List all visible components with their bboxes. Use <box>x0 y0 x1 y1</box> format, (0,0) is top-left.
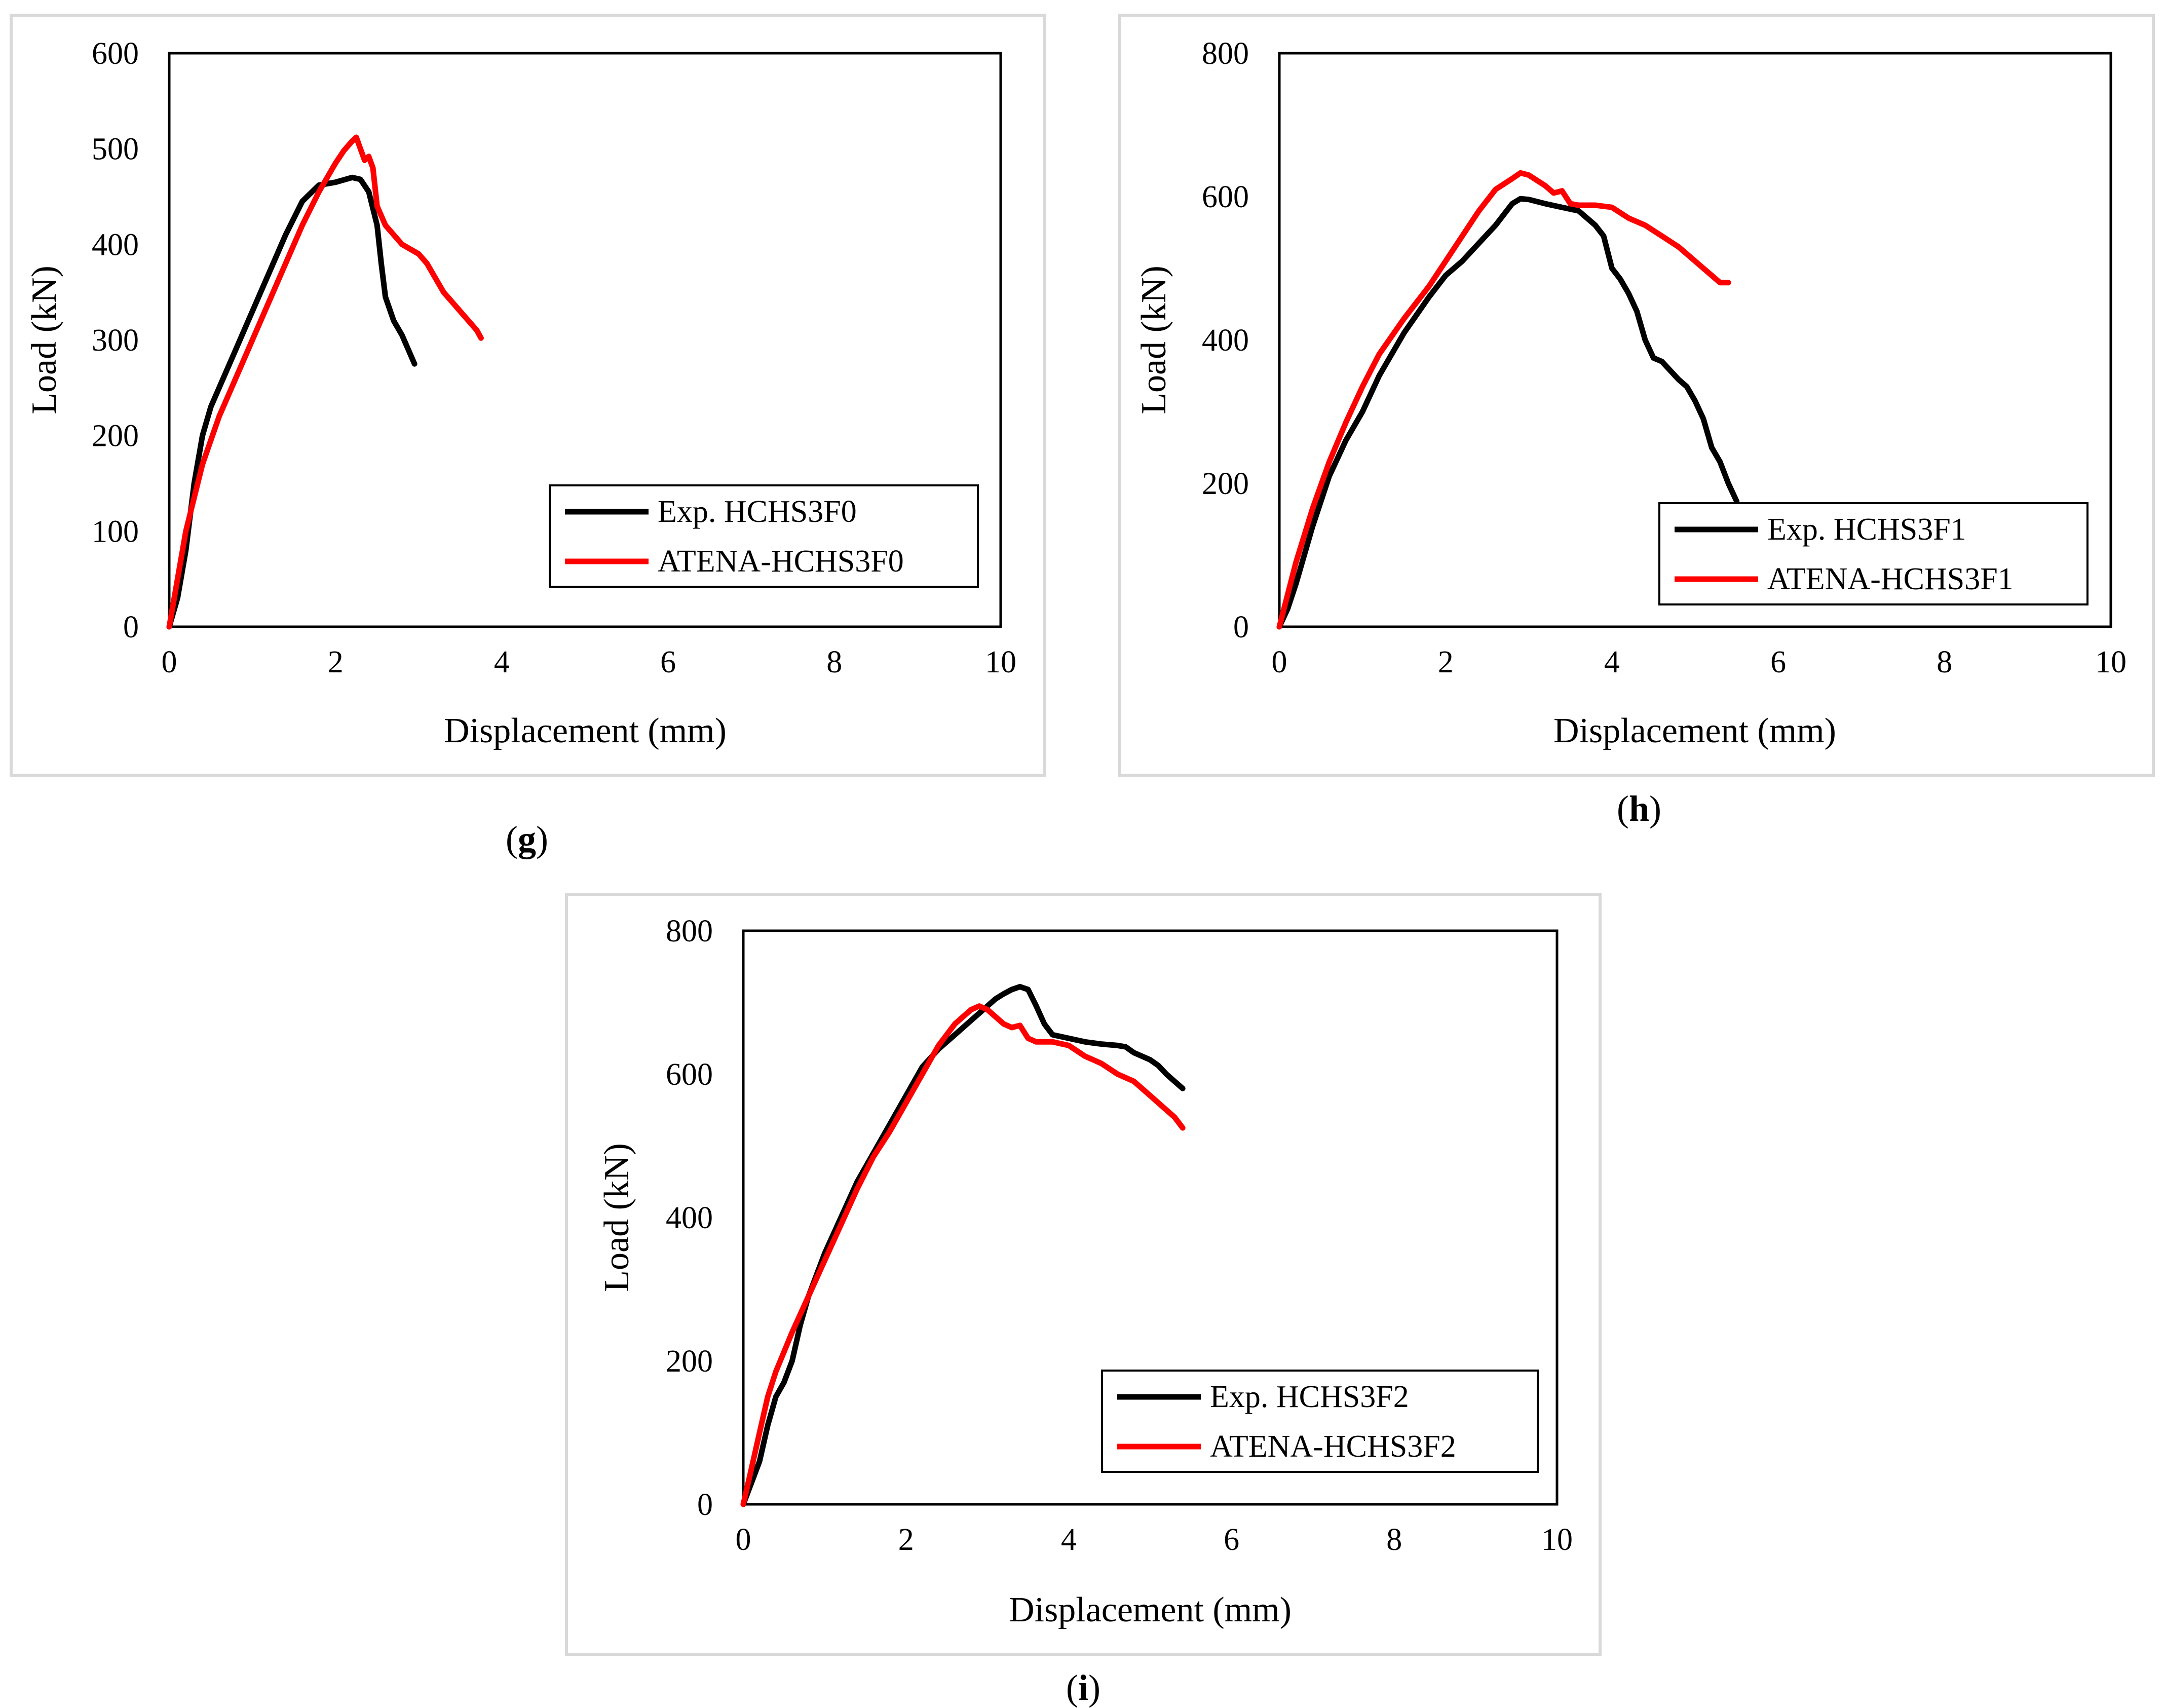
panel-h-x-tick-6: 6 <box>1770 645 1786 679</box>
panel-g-series-atena-line <box>166 134 484 630</box>
panel-g-caption: (g) <box>506 819 548 859</box>
panel-i-series-atena-line <box>740 1003 1186 1507</box>
panel-h-x-tick-8: 8 <box>1937 645 1952 679</box>
panel-h-legend-box <box>1658 502 2089 605</box>
panel-h-caption-close: ) <box>1649 788 1661 829</box>
panel-g-series-exp-line <box>166 174 417 630</box>
panel-h-legend: Exp. HCHS3F1 ATENA-HCHS3F1 <box>1658 502 2089 605</box>
panel-i-y-tick-200: 200 <box>666 1344 713 1379</box>
panel-h-x-tick-4: 4 <box>1604 645 1620 679</box>
panel-i-x-tick-6: 6 <box>1224 1523 1239 1557</box>
panel-i-x-tick-4: 4 <box>1061 1523 1077 1557</box>
panel-i-legend: Exp. HCHS3F2 ATENA-HCHS3F2 <box>1101 1370 1539 1473</box>
panel-g-y-tick-labels: 0 100 200 300 400 500 600 <box>92 36 139 644</box>
panel-g-series <box>166 134 484 630</box>
panel-g-plot-area <box>168 52 1002 628</box>
panel-g-x-tick-8: 8 <box>826 645 842 679</box>
panel-h-x-tick-2: 2 <box>1438 645 1454 679</box>
panel-g-x-axis-title: Displacement (mm) <box>444 711 727 750</box>
panel-h-x-axis-title: Displacement (mm) <box>1553 711 1836 750</box>
panel-h-x-tick-10: 10 <box>2095 645 2127 679</box>
panel-i-y-tick-800: 800 <box>666 914 713 948</box>
panel-g-y-axis-title: Load (kN) <box>25 265 64 414</box>
panel-g-legend-box <box>549 484 979 588</box>
panel-i-caption: (i) <box>1066 1667 1100 1708</box>
panel-h-y-tick-600: 600 <box>1202 180 1249 214</box>
panel-i-caption-letter: i <box>1078 1667 1088 1708</box>
panel-i-series-exp-line <box>740 983 1186 1507</box>
panel-h-x-tick-labels: 0 2 4 6 8 10 <box>1272 645 2127 679</box>
panel-i-frame <box>565 893 1602 1656</box>
panel-i-y-axis-title: Load (kN) <box>597 1143 636 1292</box>
panel-g-y-tick-300: 300 <box>92 323 139 358</box>
panel-i-series <box>740 983 1186 1507</box>
panel-i-caption-close: ) <box>1088 1667 1100 1708</box>
panel-g-caption-close: ) <box>536 819 548 859</box>
panel-i-legend-atena-label: ATENA-HCHS3F2 <box>1210 1429 1456 1464</box>
panel-h-series <box>1276 170 1740 630</box>
panel-i-x-tick-labels: 0 2 4 6 8 10 <box>736 1523 1573 1557</box>
panel-i-legend-box <box>1101 1370 1539 1473</box>
panel-g-legend: Exp. HCHS3F0 ATENA-HCHS3F0 <box>549 484 979 588</box>
panel-g-y-tick-100: 100 <box>92 514 139 549</box>
panel-h-caption-open: ( <box>1617 788 1629 829</box>
panel-g-y-tick-400: 400 <box>92 227 139 262</box>
panel-i-x-tick-2: 2 <box>898 1523 914 1557</box>
panel-h-series-atena-line <box>1276 170 1731 630</box>
panel-h-frame <box>1118 14 2155 777</box>
panel-g-y-tick-600: 600 <box>92 36 139 71</box>
panel-i-caption-open: ( <box>1066 1667 1078 1708</box>
panel-i-plot-area <box>742 929 1559 1506</box>
panel-h-series-exp-line <box>1276 196 1740 630</box>
panel-g-frame <box>10 14 1046 777</box>
panel-g-legend-atena-label: ATENA-HCHS3F0 <box>658 544 904 579</box>
panel-i-y-tick-0: 0 <box>697 1488 713 1522</box>
panel-i-y-tick-labels: 0 200 400 600 800 <box>666 914 713 1522</box>
panel-g-y-tick-500: 500 <box>92 132 139 167</box>
panel-i-legend-exp-label: Exp. HCHS3F2 <box>1210 1380 1409 1414</box>
panel-g-x-tick-labels: 0 2 4 6 8 10 <box>162 645 1017 679</box>
panel-g-caption-letter: g <box>518 819 536 859</box>
panel-i-x-axis-title: Displacement (mm) <box>1009 1590 1292 1629</box>
panel-h-x-tick-0: 0 <box>1272 645 1287 679</box>
panel-h-caption: (h) <box>1617 788 1661 829</box>
panel-h-y-tick-0: 0 <box>1233 610 1249 644</box>
panel-i-x-tick-10: 10 <box>1541 1523 1573 1557</box>
panel-g-x-tick-0: 0 <box>162 645 177 679</box>
panel-h-legend-exp-label: Exp. HCHS3F1 <box>1767 512 1966 547</box>
panel-i-y-tick-400: 400 <box>666 1201 713 1235</box>
panel-g-x-tick-4: 4 <box>494 645 510 679</box>
panel-h-y-tick-labels: 0 200 400 600 800 <box>1202 36 1249 644</box>
panel-h-y-tick-800: 800 <box>1202 36 1249 71</box>
panel-g-y-tick-0: 0 <box>123 610 139 644</box>
panel-g-x-tick-6: 6 <box>660 645 676 679</box>
panel-g: 0 100 200 300 400 500 600 0 2 4 6 8 10 Displacement… <box>10 14 1046 859</box>
panel-g-caption-open: ( <box>506 819 518 859</box>
panel-h-legend-atena-label: ATENA-HCHS3F1 <box>1767 562 2014 596</box>
panel-i-x-tick-8: 8 <box>1386 1523 1402 1557</box>
panel-h-y-tick-400: 400 <box>1202 323 1249 358</box>
panel-i-y-tick-600: 600 <box>666 1057 713 1092</box>
panel-g-legend-exp-label: Exp. HCHS3F0 <box>658 495 857 529</box>
panel-i-x-tick-0: 0 <box>736 1523 751 1557</box>
panel-g-y-tick-200: 200 <box>92 419 139 453</box>
panel-h-y-axis-title: Load (kN) <box>1134 265 1173 414</box>
panel-h-caption-letter: h <box>1629 788 1649 829</box>
panel-h-plot-area <box>1278 52 2112 628</box>
panel-g-x-tick-10: 10 <box>985 645 1016 679</box>
panel-g-x-tick-2: 2 <box>328 645 344 679</box>
panel-h-y-tick-200: 200 <box>1202 467 1249 501</box>
